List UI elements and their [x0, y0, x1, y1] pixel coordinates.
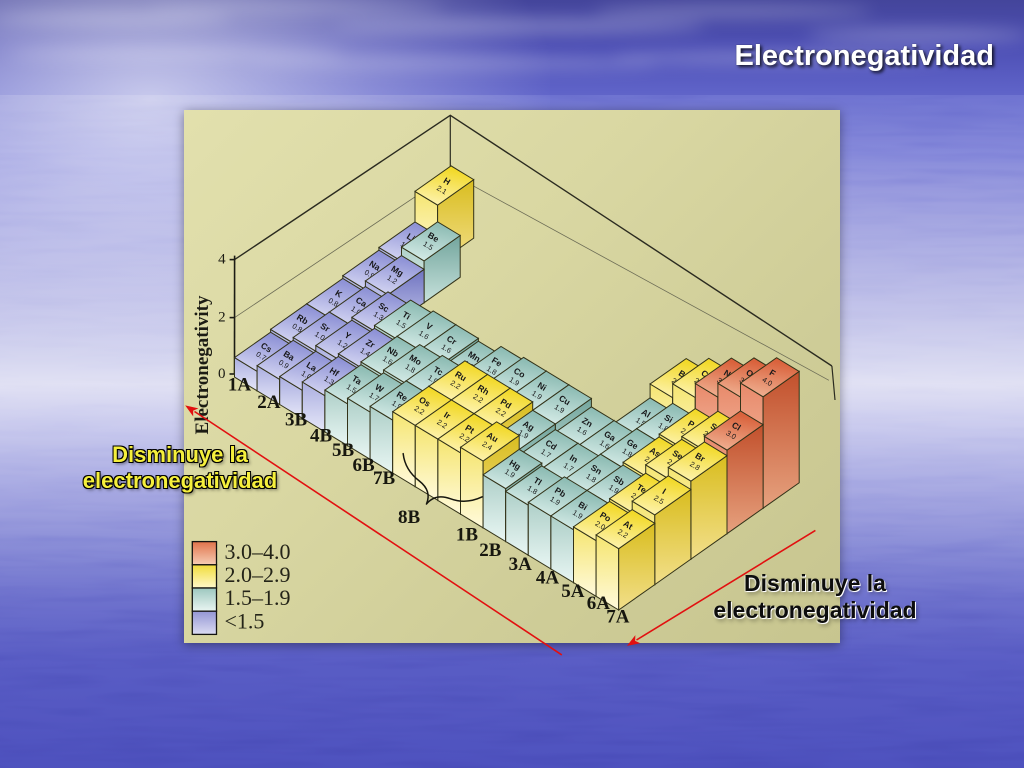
- svg-text:2.0–2.9: 2.0–2.9: [225, 562, 291, 587]
- svg-text:4A: 4A: [536, 568, 560, 589]
- svg-text:5B: 5B: [332, 440, 355, 461]
- svg-text:2A: 2A: [257, 392, 281, 413]
- svg-text:1.5–1.9: 1.5–1.9: [225, 585, 291, 610]
- svg-text:1B: 1B: [456, 525, 479, 546]
- svg-text:8B: 8B: [398, 507, 421, 528]
- svg-text:2B: 2B: [479, 540, 502, 561]
- svg-text:3A: 3A: [509, 554, 532, 575]
- svg-text:7B: 7B: [373, 468, 396, 489]
- svg-text:3B: 3B: [285, 410, 308, 431]
- svg-text:1A: 1A: [228, 374, 252, 395]
- svg-text:6B: 6B: [353, 455, 376, 476]
- svg-text:<1.5: <1.5: [225, 608, 265, 633]
- svg-text:Electronegativity: Electronegativity: [192, 295, 213, 434]
- svg-text:7A: 7A: [606, 607, 630, 628]
- svg-text:3.0–4.0: 3.0–4.0: [225, 539, 291, 564]
- svg-text:5A: 5A: [561, 581, 585, 602]
